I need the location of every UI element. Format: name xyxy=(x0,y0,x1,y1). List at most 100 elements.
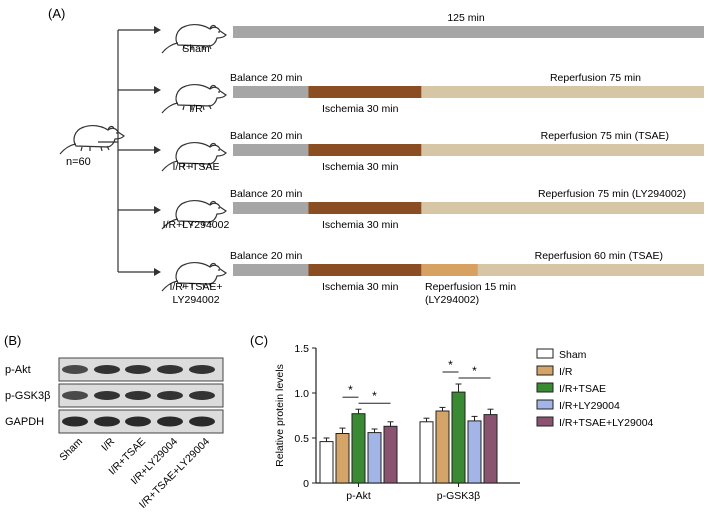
blot-band xyxy=(94,416,120,427)
phase-label: (LY294002) xyxy=(425,294,479,306)
blot-band xyxy=(94,365,120,374)
timeline-row: Sham 125 min xyxy=(161,12,704,55)
blot-band xyxy=(157,416,183,427)
blot-band xyxy=(62,365,88,374)
significance-marker: * xyxy=(348,383,353,397)
group-name: I/R+LY294002 xyxy=(163,219,230,231)
blot-band xyxy=(157,365,183,374)
bar xyxy=(451,391,466,484)
timeline-segment-balance xyxy=(233,264,309,276)
blot-row-label: p-Akt xyxy=(5,364,31,376)
blot-band xyxy=(189,365,215,374)
blot-band xyxy=(125,391,151,400)
group-total-label: n=60 xyxy=(66,156,91,168)
significance-marker: * xyxy=(472,364,477,378)
panel-c-label: (C) xyxy=(250,333,268,348)
legend-swatch xyxy=(536,399,554,410)
y-tick-label: 1.5 xyxy=(294,343,309,355)
blot-band xyxy=(157,391,183,400)
blot-band xyxy=(62,391,88,400)
timeline-groups: Sham 125 min I/R Balance 20 min Reperfusion … xyxy=(161,12,704,306)
phase-label: Ischemia 30 min xyxy=(322,161,399,173)
y-tick-label: 0 xyxy=(303,478,309,490)
legend-label: I/R xyxy=(559,366,573,378)
phase-label: Reperfusion 75 min (LY294002) xyxy=(538,188,686,200)
blot-band xyxy=(125,365,151,374)
significance-marker: * xyxy=(372,389,377,403)
timeline-segment-reperfusion xyxy=(421,202,704,214)
blot-lane-label: Sham xyxy=(57,435,85,463)
panel-a-label: (A) xyxy=(48,6,65,21)
group-name: I/R+TSAE+ xyxy=(169,281,222,293)
bar xyxy=(367,432,382,484)
phase-label: Reperfusion 15 min xyxy=(425,281,516,293)
timeline-segment-ischemia xyxy=(308,86,422,98)
group-bracket xyxy=(98,29,154,273)
x-tick-label: p-GSK3β xyxy=(437,490,480,502)
legend-label: I/R+LY29004 xyxy=(559,400,620,412)
blot-band xyxy=(125,416,151,427)
bar xyxy=(319,441,334,484)
rat-icon xyxy=(59,124,125,155)
legend-label: I/R+TSAE+LY29004 xyxy=(559,417,654,429)
bar-chart: 0 0.5 1.0 1.5 Relative protein levels p-Akt p-… xyxy=(274,343,520,502)
legend-swatch xyxy=(536,365,554,376)
group-name: I/R xyxy=(189,103,203,115)
phase-label: Reperfusion 75 min xyxy=(550,72,641,84)
timeline-segment-reperfusion xyxy=(421,86,704,98)
timeline-row: I/R+LY294002 Balance 20 min Reperfusion 75… xyxy=(161,188,704,231)
group-name: I/R+TSAE xyxy=(173,161,220,173)
x-tick-label: p-Akt xyxy=(346,490,371,502)
bar xyxy=(483,414,498,484)
phase-label: Balance 20 min xyxy=(230,130,303,142)
bracket-arrowheads xyxy=(154,26,161,276)
y-tick-label: 0.5 xyxy=(294,433,309,445)
bar xyxy=(335,433,350,484)
blot-band xyxy=(189,391,215,400)
bar xyxy=(383,425,398,484)
chart-legend: Sham I/R I/R+TSAE I/R+LY29004 I/R+TSAE+LY290… xyxy=(536,348,654,429)
timeline-segment-reperfusion xyxy=(421,144,704,156)
timeline-row: I/R Balance 20 min Reperfusion 75 min Ische… xyxy=(161,72,704,115)
timeline-segment-reperfusion-tsae xyxy=(477,264,704,276)
timeline-segment-reperfusion-ly xyxy=(421,264,478,276)
group-name: Sham xyxy=(182,43,210,55)
blot-lane-label: I/R xyxy=(99,435,117,453)
legend-label: Sham xyxy=(559,349,587,361)
panel-b-label: (B) xyxy=(4,333,21,348)
y-axis-label: Relative protein levels xyxy=(274,364,286,467)
timeline-segment-ischemia xyxy=(308,264,422,276)
blot-band xyxy=(62,416,88,427)
phase-label: Balance 20 min xyxy=(230,188,303,200)
timeline-segment-ischemia xyxy=(308,144,422,156)
blot-row-label: GAPDH xyxy=(5,416,44,428)
blot-row-label: p-GSK3β xyxy=(5,390,50,402)
phase-label: Balance 20 min xyxy=(230,250,303,262)
phase-label: 125 min xyxy=(447,12,485,24)
timeline-segment-full xyxy=(233,26,704,38)
legend-swatch xyxy=(536,348,554,359)
timeline-row: I/R+TSAE Balance 20 min Reperfusion 75 min… xyxy=(161,130,704,173)
phase-label: Reperfusion 75 min (TSAE) xyxy=(541,130,669,142)
timeline-segment-balance xyxy=(233,86,309,98)
significance-marker: * xyxy=(448,358,453,372)
bar xyxy=(435,410,450,484)
phase-label: Ischemia 30 min xyxy=(322,103,399,115)
legend-label: I/R+TSAE xyxy=(559,383,606,395)
phase-label: Ischemia 30 min xyxy=(322,281,399,293)
phase-label: Balance 20 min xyxy=(230,72,303,84)
bar xyxy=(351,413,366,484)
legend-swatch xyxy=(536,416,554,427)
timeline-segment-balance xyxy=(233,202,309,214)
legend-swatch xyxy=(536,382,554,393)
y-tick-label: 1.0 xyxy=(294,388,309,400)
timeline-segment-ischemia xyxy=(308,202,422,214)
blot-band xyxy=(189,416,215,427)
timeline-segment-balance xyxy=(233,144,309,156)
phase-label: Ischemia 30 min xyxy=(322,219,399,231)
phase-label: Reperfusion 60 min (TSAE) xyxy=(535,250,663,262)
group-name: LY294002 xyxy=(172,294,219,306)
bar xyxy=(467,420,482,484)
